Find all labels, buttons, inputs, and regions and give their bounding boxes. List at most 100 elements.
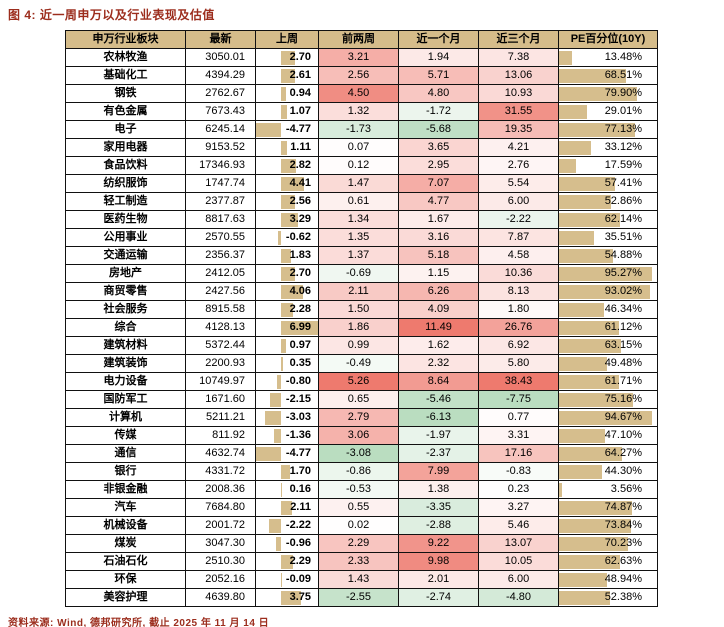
pe-percentile-data-bar xyxy=(559,392,633,407)
sector-name-cell: 公用事业 xyxy=(65,228,186,247)
pe-percentile-data-bar xyxy=(559,500,633,515)
one-month-cell: 1.38 xyxy=(398,480,479,499)
sector-name-cell: 医药生物 xyxy=(65,210,186,229)
pe-percentile-cell: 44.30% xyxy=(558,462,658,481)
last-week-value: 2.28 xyxy=(289,303,311,315)
table-row: 建筑装饰 2200.93 0.35 -0.49 2.32 5.80 49.48% xyxy=(65,354,658,373)
table-row: 石油石化 2510.30 2.29 2.33 9.98 10.05 62.63% xyxy=(65,552,658,571)
pe-percentile-data-bar xyxy=(559,482,563,497)
one-month-cell: -1.72 xyxy=(398,102,479,121)
source-note: 资料来源: Wind, 德邦研究所, 截止 2025 年 11 月 14 日 xyxy=(8,618,270,627)
three-months-cell: 26.76 xyxy=(478,318,559,337)
last-week-data-bar xyxy=(281,482,282,497)
column-header: 前两周 xyxy=(318,30,399,49)
latest-value-cell: 2510.30 xyxy=(185,552,256,571)
one-month-cell: -6.13 xyxy=(398,408,479,427)
pe-percentile-value: 62.14% xyxy=(604,213,642,225)
table-row: 农林牧渔 3050.01 2.70 3.21 1.94 7.38 13.48% xyxy=(65,48,658,67)
last-week-cell: -4.77 xyxy=(255,120,319,139)
pe-percentile-value: 93.02% xyxy=(604,285,642,297)
pe-percentile-value: 73.84% xyxy=(604,519,642,531)
pe-percentile-cell: 46.34% xyxy=(558,300,658,319)
last-week-value: 2.82 xyxy=(289,159,311,171)
pe-percentile-data-bar xyxy=(559,356,608,371)
pe-percentile-data-bar xyxy=(559,122,635,137)
table-row: 煤炭 3047.30 -0.96 2.29 9.22 13.07 70.23% xyxy=(65,534,658,553)
pe-percentile-cell: 47.10% xyxy=(558,426,658,445)
last-week-data-bar xyxy=(281,320,318,335)
pe-percentile-data-bar xyxy=(559,68,627,83)
last-week-data-bar xyxy=(281,302,294,317)
three-months-cell: -0.83 xyxy=(478,462,559,481)
pe-percentile-value: 35.51% xyxy=(604,231,642,243)
pe-percentile-cell: 64.27% xyxy=(558,444,658,463)
two-weeks-cell: 4.50 xyxy=(318,84,399,103)
table-row: 基础化工 4394.29 2.61 2.56 5.71 13.06 68.51% xyxy=(65,66,658,85)
header-row: 申万行业板块 最新 上周 前两周 近一个月 近三个月 PE百分位(10Y) xyxy=(65,30,658,49)
pe-percentile-data-bar xyxy=(559,374,620,389)
last-week-cell: -1.36 xyxy=(255,426,319,445)
pe-percentile-data-bar xyxy=(559,464,603,479)
table-row: 公用事业 2570.55 -0.62 1.35 3.16 7.87 35.51% xyxy=(65,228,658,247)
sector-name-cell: 传媒 xyxy=(65,426,186,445)
last-week-cell: -0.62 xyxy=(255,228,319,247)
last-week-data-bar xyxy=(281,500,293,515)
three-months-cell: -7.75 xyxy=(478,390,559,409)
sector-name-cell: 钢铁 xyxy=(65,84,186,103)
three-months-cell: 31.55 xyxy=(478,102,559,121)
two-weeks-cell: 2.11 xyxy=(318,282,399,301)
three-months-cell: 0.23 xyxy=(478,480,559,499)
latest-value-cell: 2200.93 xyxy=(185,354,256,373)
last-week-cell: -4.77 xyxy=(255,444,319,463)
sector-name-cell: 美容护理 xyxy=(65,588,186,607)
last-week-cell: 3.75 xyxy=(255,588,319,607)
sector-name-cell: 石油石化 xyxy=(65,552,186,571)
last-week-data-bar xyxy=(281,68,295,83)
pe-percentile-value: 79.90% xyxy=(604,87,642,99)
three-months-cell: 38.43 xyxy=(478,372,559,391)
one-month-cell: 8.64 xyxy=(398,372,479,391)
pe-percentile-data-bar xyxy=(559,554,621,569)
three-months-cell: -4.80 xyxy=(478,588,559,607)
figure-title: 图 4: 近一周申万以及行业表现及估值 xyxy=(8,8,215,22)
table-row: 食品饮料 17346.93 2.82 0.12 2.95 2.76 17.59% xyxy=(65,156,658,175)
one-month-cell: 1.94 xyxy=(398,48,479,67)
pe-percentile-data-bar xyxy=(559,536,628,551)
last-week-value: -4.77 xyxy=(285,123,311,135)
two-weeks-cell: -0.86 xyxy=(318,462,399,481)
sector-name-cell: 家用电器 xyxy=(65,138,186,157)
last-week-value: 2.70 xyxy=(289,267,311,279)
last-week-data-bar xyxy=(281,464,291,479)
pe-percentile-cell: 49.48% xyxy=(558,354,658,373)
two-weeks-cell: 1.35 xyxy=(318,228,399,247)
table-row: 银行 4331.72 1.70 -0.86 7.99 -0.83 44.30% xyxy=(65,462,658,481)
latest-value-cell: 4632.74 xyxy=(185,444,256,463)
three-months-cell: 6.00 xyxy=(478,192,559,211)
last-week-data-bar xyxy=(281,554,294,569)
pe-percentile-data-bar xyxy=(559,302,605,317)
sector-name-cell: 建筑材料 xyxy=(65,336,186,355)
last-week-cell: 1.11 xyxy=(255,138,319,157)
table-body: 农林牧渔 3050.01 2.70 3.21 1.94 7.38 13.48% 基础化工 439… xyxy=(65,48,658,607)
pe-percentile-cell: 54.88% xyxy=(558,246,658,265)
one-month-cell: -2.37 xyxy=(398,444,479,463)
two-weeks-cell: 2.79 xyxy=(318,408,399,427)
latest-value-cell: 4639.80 xyxy=(185,588,256,607)
latest-value-cell: 4394.29 xyxy=(185,66,256,85)
one-month-cell: 9.22 xyxy=(398,534,479,553)
three-months-cell: 6.92 xyxy=(478,336,559,355)
sector-name-cell: 农林牧渔 xyxy=(65,48,186,67)
pe-percentile-data-bar xyxy=(559,194,611,209)
sector-name-cell: 房地产 xyxy=(65,264,186,283)
sector-name-cell: 基础化工 xyxy=(65,66,186,85)
last-week-data-bar xyxy=(256,122,282,137)
two-weeks-cell: 1.86 xyxy=(318,318,399,337)
latest-value-cell: 2052.16 xyxy=(185,570,256,589)
pe-percentile-value: 70.23% xyxy=(604,537,642,549)
last-week-data-bar xyxy=(276,374,282,389)
one-month-cell: 11.49 xyxy=(398,318,479,337)
pe-percentile-cell: 68.51% xyxy=(558,66,658,85)
pe-percentile-cell: 3.56% xyxy=(558,480,658,499)
pe-percentile-cell: 77.13% xyxy=(558,120,658,139)
